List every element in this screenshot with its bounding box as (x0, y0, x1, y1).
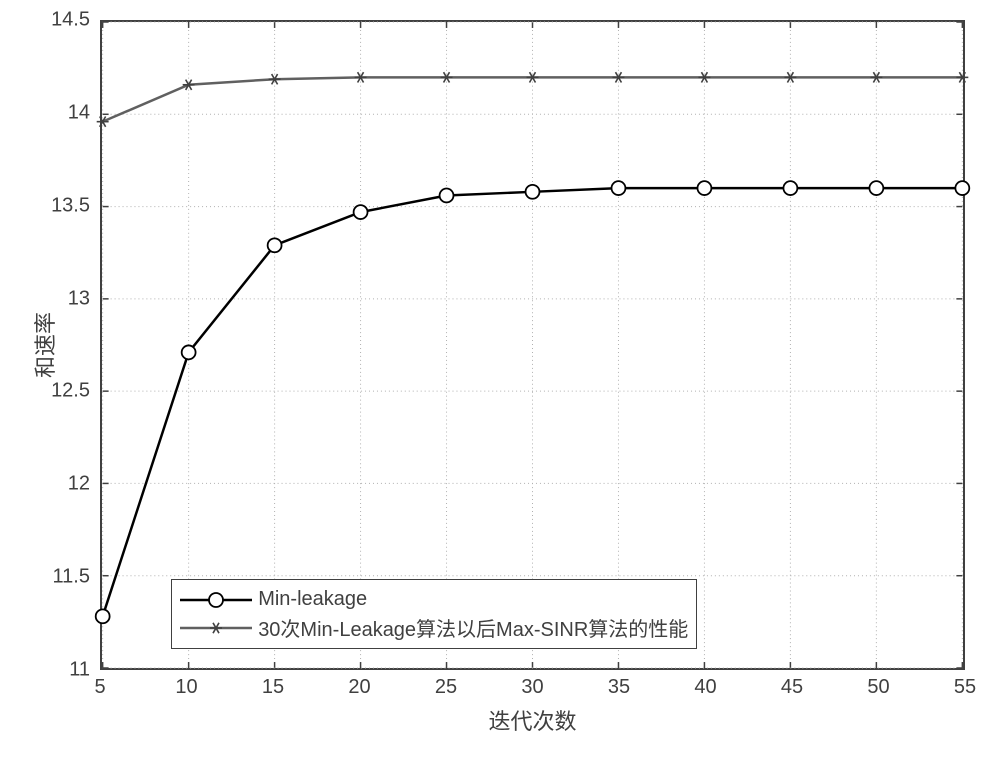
legend-swatch (180, 588, 252, 612)
y-tick-label: 12 (30, 473, 90, 496)
x-axis-label: 迭代次数 (488, 704, 576, 736)
y-tick-label: 11 (30, 659, 90, 682)
series-marker-max-sinr-after-30 (784, 72, 796, 82)
plot-area: Min-leakage30次Min-Leakage算法以后Max-SINR算法的… (100, 20, 965, 670)
x-tick-label: 5 (94, 676, 105, 699)
series-marker-max-sinr-after-30 (613, 72, 625, 82)
series-marker-max-sinr-after-30 (355, 72, 367, 82)
chart-container: Min-leakage30次Min-Leakage算法以后Max-SINR算法的… (0, 0, 1000, 758)
y-tick-label: 14 (30, 101, 90, 124)
y-tick-label: 13.5 (30, 194, 90, 217)
y-tick-label: 11.5 (30, 566, 90, 589)
x-tick-label: 45 (781, 676, 803, 699)
series-marker-min-leakage (96, 609, 110, 623)
x-tick-label: 30 (521, 676, 543, 699)
x-tick-label: 35 (608, 676, 630, 699)
series-marker-min-leakage (955, 181, 969, 195)
x-tick-label: 10 (175, 676, 197, 699)
x-tick-label: 50 (867, 676, 889, 699)
legend-label: 30次Min-Leakage算法以后Max-SINR算法的性能 (258, 613, 688, 642)
series-marker-max-sinr-after-30 (870, 72, 882, 82)
series-marker-min-leakage (697, 181, 711, 195)
series-marker-max-sinr-after-30 (698, 72, 710, 82)
legend-label: Min-leakage (258, 588, 367, 611)
series-line-max-sinr-after-30 (103, 77, 963, 121)
x-tick-label: 25 (435, 676, 457, 699)
series-marker-max-sinr-after-30 (441, 72, 453, 82)
x-tick-label: 15 (262, 676, 284, 699)
x-tick-label: 55 (954, 676, 976, 699)
series-marker-max-sinr-after-30 (183, 80, 195, 90)
series-marker-max-sinr-after-30 (97, 117, 109, 127)
legend-swatch (180, 616, 252, 640)
legend-row-max-sinr-after-30: 30次Min-Leakage算法以后Max-SINR算法的性能 (180, 614, 688, 642)
series-marker-min-leakage (869, 181, 883, 195)
series-layer (102, 22, 963, 668)
series-marker-min-leakage (612, 181, 626, 195)
series-line-min-leakage (103, 188, 963, 616)
y-axis-label: 和速率 (28, 312, 60, 378)
legend: Min-leakage30次Min-Leakage算法以后Max-SINR算法的… (171, 579, 697, 649)
series-marker-max-sinr-after-30 (956, 72, 968, 82)
series-marker-min-leakage (440, 189, 454, 203)
series-marker-max-sinr-after-30 (527, 72, 539, 82)
y-tick-label: 13 (30, 287, 90, 310)
series-marker-min-leakage (268, 238, 282, 252)
x-tick-label: 40 (694, 676, 716, 699)
series-marker-min-leakage (182, 345, 196, 359)
series-marker-min-leakage (783, 181, 797, 195)
y-tick-label: 12.5 (30, 380, 90, 403)
legend-row-min-leakage: Min-leakage (180, 586, 688, 614)
x-tick-label: 20 (348, 676, 370, 699)
series-marker-min-leakage (526, 185, 540, 199)
y-tick-label: 14.5 (30, 9, 90, 32)
series-marker-max-sinr-after-30 (269, 74, 281, 84)
series-marker-min-leakage (354, 205, 368, 219)
